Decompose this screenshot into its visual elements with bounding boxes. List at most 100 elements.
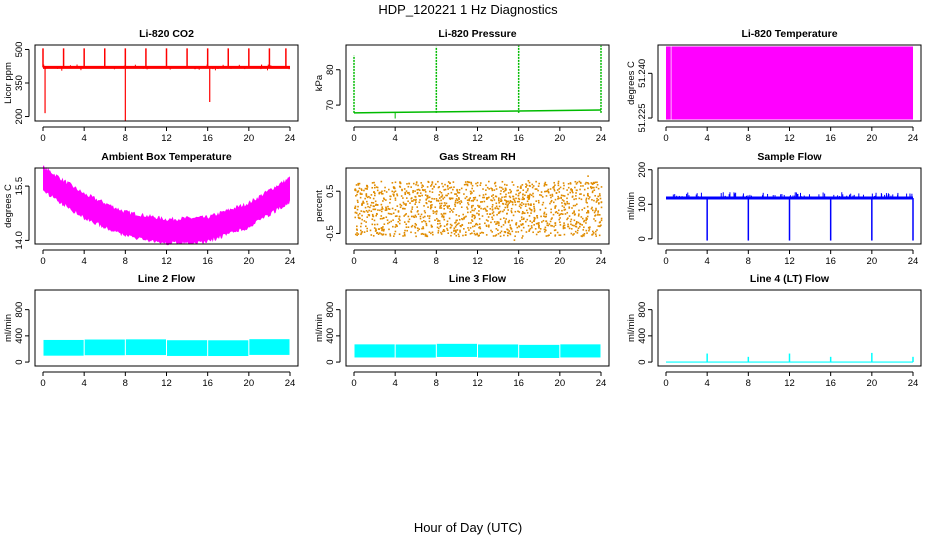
- rh-point: [534, 188, 537, 190]
- rh-point: [575, 221, 578, 224]
- rh-point: [551, 217, 553, 219]
- rh-point: [470, 181, 472, 184]
- rh-point: [446, 184, 449, 187]
- rh-point: [495, 228, 498, 230]
- rh-point: [550, 211, 552, 214]
- rh-point: [575, 195, 577, 197]
- rh-point: [453, 233, 456, 235]
- rh-point: [590, 207, 593, 210]
- rh-point: [414, 214, 417, 217]
- rh-point: [419, 215, 422, 218]
- rh-point: [546, 224, 549, 227]
- rh-point: [591, 190, 594, 193]
- rh-point: [476, 233, 478, 236]
- rh-point: [531, 186, 534, 189]
- rh-point: [521, 184, 524, 186]
- rh-point: [450, 191, 453, 194]
- rh-point: [360, 233, 362, 236]
- rh-point: [584, 183, 587, 185]
- rh-point: [428, 220, 431, 223]
- rh-point: [588, 228, 591, 230]
- line3-band-4: [519, 344, 560, 358]
- rh-point: [381, 234, 384, 236]
- rh-point: [585, 199, 587, 201]
- rh-point: [354, 189, 357, 192]
- rh-point: [451, 224, 453, 227]
- rh-point: [424, 211, 427, 214]
- rh-point: [379, 217, 382, 220]
- sample_flow-x-tick-label: 24: [908, 256, 919, 267]
- co2-frame: [34, 44, 299, 122]
- rh-point: [450, 234, 452, 237]
- rh-point: [558, 197, 560, 200]
- rh-point: [522, 212, 525, 214]
- line3-title: Line 3 Flow: [449, 273, 507, 285]
- rh-point: [463, 216, 466, 219]
- rh-point: [567, 223, 569, 226]
- rh-point: [385, 206, 387, 209]
- rh-point: [497, 208, 500, 210]
- rh-point: [426, 195, 429, 198]
- rh-point: [531, 183, 534, 186]
- rh-point: [450, 226, 452, 229]
- rh-point: [580, 193, 582, 195]
- rh-point: [499, 200, 502, 203]
- rh-point: [469, 233, 472, 235]
- rh-point: [537, 189, 539, 192]
- rh-point: [502, 188, 504, 190]
- rh-point: [595, 209, 597, 211]
- rh-point: [488, 196, 490, 199]
- rh-point: [379, 232, 381, 234]
- rh-point: [444, 183, 446, 186]
- rh-point: [430, 200, 433, 203]
- line3-x-tick-label: 16: [513, 378, 524, 389]
- sample_flow-y-tick-label: 0: [637, 236, 648, 241]
- rh-point: [557, 209, 560, 212]
- rh-point: [472, 214, 475, 217]
- rh-point: [420, 213, 423, 216]
- rh-point: [440, 199, 442, 202]
- rh-point: [517, 231, 520, 233]
- rh-point: [376, 189, 379, 192]
- rh-point: [381, 190, 383, 193]
- rh-point: [365, 209, 368, 212]
- rh-point: [449, 223, 452, 226]
- rh-point: [509, 226, 512, 229]
- rh-point: [454, 203, 456, 206]
- rh-point: [492, 214, 495, 217]
- rh-point: [561, 202, 563, 204]
- rh-point: [581, 224, 584, 226]
- rh-point: [393, 233, 396, 235]
- rh-point: [524, 220, 527, 223]
- rh-point: [357, 182, 360, 185]
- rh-point: [550, 218, 553, 220]
- rh-point: [448, 217, 451, 220]
- co2-title: Li-820 CO2: [139, 28, 194, 40]
- rh-point: [394, 215, 397, 218]
- rh-point: [412, 189, 414, 192]
- rh-point: [371, 186, 374, 189]
- rh-point: [499, 235, 502, 238]
- rh-point: [465, 183, 467, 186]
- rh-point: [590, 187, 593, 190]
- rh-point: [418, 189, 421, 192]
- rh-point: [499, 210, 502, 213]
- rh-point: [491, 216, 493, 219]
- rh-point: [586, 211, 588, 214]
- rh-point: [522, 189, 525, 191]
- rh-point: [506, 228, 508, 231]
- rh-point: [378, 192, 380, 195]
- rh-point: [413, 198, 415, 201]
- rh-point: [392, 219, 394, 221]
- rh-point: [470, 206, 473, 209]
- rh-point: [521, 211, 524, 213]
- rh-point: [559, 234, 562, 237]
- rh-point: [544, 230, 546, 233]
- rh-point: [489, 213, 492, 215]
- rh-point: [408, 182, 410, 185]
- line2-x-tick-label: 16: [202, 378, 213, 389]
- line2-band-0: [43, 339, 84, 356]
- rh-point: [564, 213, 567, 215]
- rh-point: [561, 199, 564, 201]
- line4-x-tick-label: 16: [825, 378, 836, 389]
